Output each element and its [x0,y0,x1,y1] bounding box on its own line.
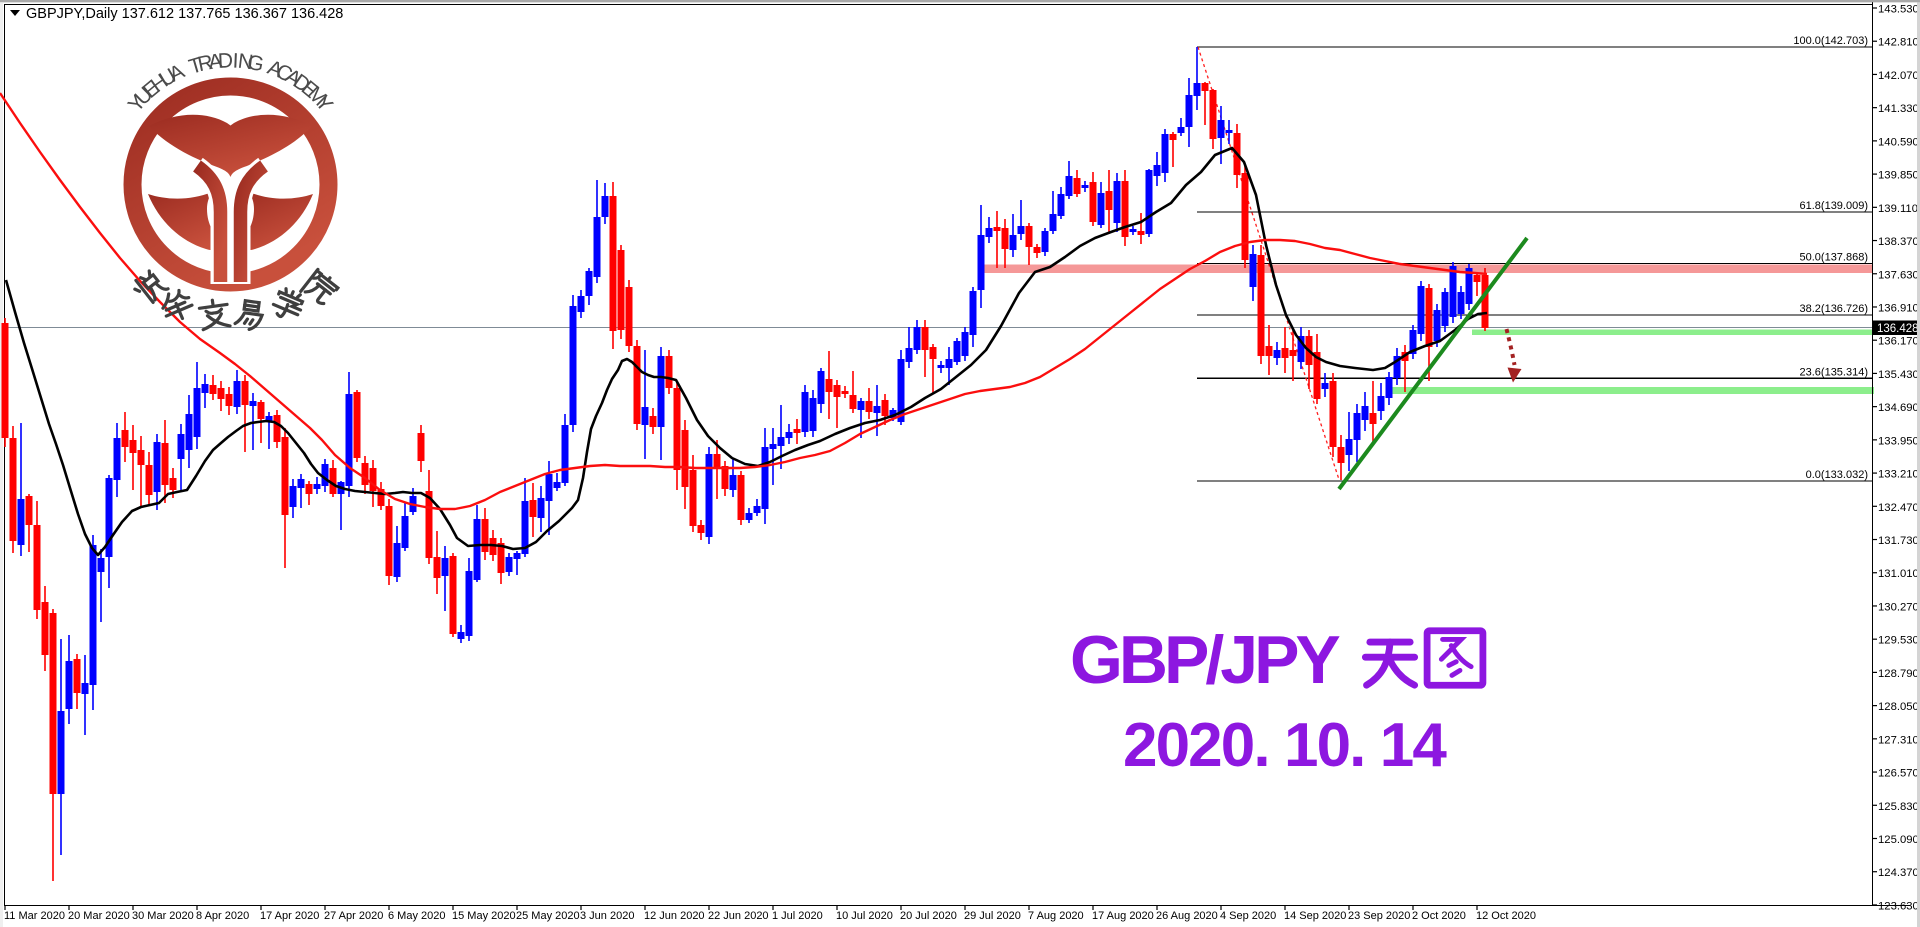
svg-text:2020. 10. 14: 2020. 10. 14 [1123,711,1447,780]
svg-text:139.110: 139.110 [1878,203,1918,215]
svg-text:23.6(135.314): 23.6(135.314) [1800,366,1869,378]
svg-text:G: G [245,51,266,77]
svg-text:26 Aug 2020: 26 Aug 2020 [1156,910,1218,922]
svg-text:126.570: 126.570 [1878,768,1919,780]
svg-text:15 May 2020: 15 May 2020 [452,910,516,922]
svg-text:20 Jul 2020: 20 Jul 2020 [900,910,957,922]
svg-text:128.050: 128.050 [1878,701,1919,713]
svg-text:2 Oct 2020: 2 Oct 2020 [1412,910,1466,922]
svg-text:131.010: 131.010 [1878,568,1919,580]
svg-text:17 Apr 2020: 17 Apr 2020 [260,910,319,922]
svg-text:23 Sep 2020: 23 Sep 2020 [1348,910,1410,922]
svg-text:N: N [237,50,255,75]
svg-text:125.090: 125.090 [1878,834,1919,846]
svg-text:123.630: 123.630 [1878,900,1919,912]
svg-text:133.210: 133.210 [1878,469,1919,481]
svg-text:I: I [232,49,239,72]
svg-text:139.850: 139.850 [1878,170,1919,182]
svg-text:27 Apr 2020: 27 Apr 2020 [324,910,383,922]
svg-text:17 Aug 2020: 17 Aug 2020 [1092,910,1154,922]
svg-text:GBPJPY,Daily 137.612 137.765: GBPJPY,Daily 137.612 137.765 136.367 136… [26,6,343,22]
svg-text:3 Jun 2020: 3 Jun 2020 [580,910,634,922]
svg-text:128.790: 128.790 [1878,668,1919,680]
svg-text:30 Mar 2020: 30 Mar 2020 [132,910,194,922]
svg-text:135.430: 135.430 [1878,369,1919,381]
svg-text:38.2(136.726): 38.2(136.726) [1800,303,1869,315]
svg-text:143.530: 143.530 [1878,4,1919,16]
svg-text:7 Aug 2020: 7 Aug 2020 [1028,910,1084,922]
svg-text:R: R [196,51,216,77]
svg-text:124.370: 124.370 [1878,867,1919,879]
svg-text:1 Jul 2020: 1 Jul 2020 [772,910,823,922]
svg-text:130.270: 130.270 [1878,601,1919,613]
svg-text:4 Sep 2020: 4 Sep 2020 [1220,910,1276,922]
svg-text:12 Oct 2020: 12 Oct 2020 [1476,910,1536,922]
svg-text:GBP/JPY: GBP/JPY [1070,622,1340,698]
svg-text:12 Jun 2020: 12 Jun 2020 [644,910,705,922]
svg-text:132.470: 132.470 [1878,502,1919,514]
svg-text:22 Jun 2020: 22 Jun 2020 [708,910,769,922]
svg-text:0.0(133.032): 0.0(133.032) [1806,469,1868,481]
svg-text:142.810: 142.810 [1878,37,1919,49]
svg-text:A: A [207,50,224,75]
svg-text:138.370: 138.370 [1878,236,1919,248]
svg-text:50.0(137.868): 50.0(137.868) [1800,252,1869,264]
svg-text:25 May 2020: 25 May 2020 [516,910,580,922]
svg-text:142.070: 142.070 [1878,70,1919,82]
svg-text:11 Mar 2020: 11 Mar 2020 [4,910,65,922]
svg-text:10 Jul 2020: 10 Jul 2020 [836,910,893,922]
svg-text:14 Sep 2020: 14 Sep 2020 [1284,910,1346,922]
svg-text:137.630: 137.630 [1878,269,1919,281]
svg-text:20 Mar 2020: 20 Mar 2020 [68,910,130,922]
svg-text:8 Apr 2020: 8 Apr 2020 [196,910,249,922]
svg-text:134.690: 134.690 [1878,402,1919,414]
svg-text:131.730: 131.730 [1878,535,1919,547]
svg-text:136.428: 136.428 [1877,323,1919,335]
svg-text:141.330: 141.330 [1878,103,1919,115]
svg-text:100.0(142.703): 100.0(142.703) [1793,35,1868,47]
svg-text:29 Jul 2020: 29 Jul 2020 [964,910,1021,922]
svg-text:6 May 2020: 6 May 2020 [388,910,445,922]
svg-text:129.530: 129.530 [1878,635,1919,647]
svg-text:133.950: 133.950 [1878,435,1919,447]
svg-text:140.590: 140.590 [1878,136,1919,148]
svg-text:D: D [217,49,233,73]
svg-text:61.8(139.009): 61.8(139.009) [1800,200,1869,212]
svg-text:136.170: 136.170 [1878,336,1919,348]
svg-text:125.830: 125.830 [1878,801,1919,813]
svg-text:127.310: 127.310 [1878,734,1919,746]
svg-text:136.910: 136.910 [1878,302,1919,314]
